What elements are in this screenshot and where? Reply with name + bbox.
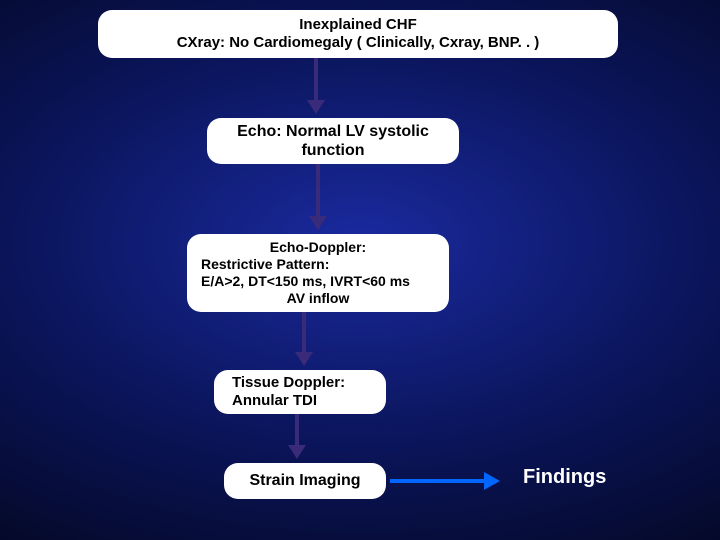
arrow-right — [390, 474, 500, 488]
node-line: E/A>2, DT<150 ms, IVRT<60 ms — [201, 273, 435, 290]
arrow-down — [311, 164, 325, 230]
node-line: AV inflow — [201, 290, 435, 307]
node-line: Restrictive Pattern: — [201, 256, 435, 273]
node-line: Echo-Doppler: — [201, 239, 435, 256]
node-line: CXray: No Cardiomegaly ( Clinically, Cxr… — [177, 34, 540, 52]
arrow-down — [309, 58, 323, 114]
node-echo-normal-lv: Echo: Normal LV systolic function — [207, 118, 459, 164]
arrow-down — [297, 312, 311, 366]
node-strain-imaging: Strain Imaging — [224, 463, 386, 499]
findings-label: Findings — [523, 466, 606, 489]
node-line: Tissue Doppler: — [232, 374, 368, 392]
arrow-down — [290, 414, 304, 459]
node-line: Inexplained CHF — [299, 16, 417, 34]
node-line: Annular TDI — [232, 392, 368, 410]
node-tissue-doppler: Tissue Doppler: Annular TDI — [214, 370, 386, 414]
node-line: Echo: Normal LV systolic — [237, 122, 429, 141]
node-line: function — [301, 141, 364, 160]
node-line: Strain Imaging — [249, 471, 360, 490]
node-inexplained-chf: Inexplained CHF CXray: No Cardiomegaly (… — [98, 10, 618, 58]
node-echo-doppler: Echo-Doppler: Restrictive Pattern: E/A>2… — [187, 234, 449, 312]
